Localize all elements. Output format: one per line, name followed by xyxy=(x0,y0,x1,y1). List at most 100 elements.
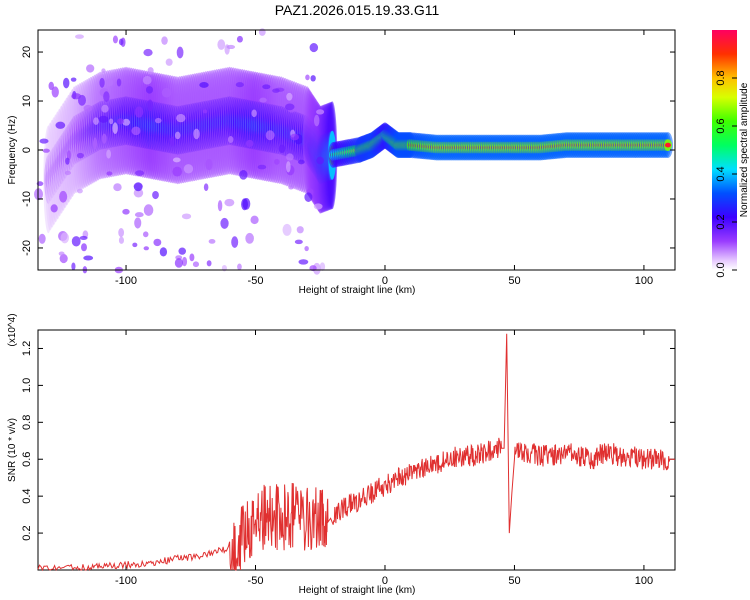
spectrogram-blobs xyxy=(34,28,673,275)
spectrogram-noise xyxy=(161,87,172,98)
x-tick-label: -100 xyxy=(115,275,137,287)
snr-y-ticks: 0.2 0.4 0.6 0.8 1.0 1.2 xyxy=(21,341,675,541)
spectrogram-noise xyxy=(81,243,87,252)
colorbar-ticks: 0.0 0.2 0.4 0.6 0.8 xyxy=(715,70,737,278)
spectrogram-noise xyxy=(174,131,181,140)
spectrogram-noise xyxy=(79,235,88,240)
spectrogram-noise xyxy=(50,204,58,213)
spectrogram-noise xyxy=(208,239,216,244)
spectrogram-noise xyxy=(131,126,141,136)
y-tick-label: 0.8 xyxy=(21,415,33,430)
spectrogram-noise xyxy=(76,152,84,159)
x-tick-label: 50 xyxy=(508,575,520,587)
spectrogram-noise xyxy=(290,133,299,141)
spectrogram-noise xyxy=(70,77,77,82)
spectrogram-noise xyxy=(258,28,266,36)
spectrogram-noise xyxy=(286,153,294,161)
spectrogram-noise xyxy=(55,121,66,129)
spectrogram-noise xyxy=(265,130,275,141)
spectrogram-noise xyxy=(51,86,59,98)
spectrogram-noise xyxy=(59,190,68,203)
spectrogram-noise xyxy=(71,236,81,247)
spectrogram-noise xyxy=(239,169,248,180)
spectrogram-noise xyxy=(172,166,183,177)
spectrogram-noise xyxy=(34,188,44,201)
snr-multiplier: (x10^4) xyxy=(7,313,18,346)
spectrogram-noise xyxy=(176,114,186,123)
spectrogram-noise xyxy=(39,138,49,144)
spectrogram-noise xyxy=(231,236,239,248)
spectrogram-noise xyxy=(134,217,142,229)
spectrogram-noise xyxy=(220,217,229,229)
spectrogram-noise xyxy=(106,149,112,159)
spectrogram-noise xyxy=(134,106,144,118)
x-tick-label: 0 xyxy=(382,575,388,587)
y-tick-label: 10 xyxy=(21,95,33,107)
spectrogram-noise xyxy=(64,170,72,175)
spectrogram-noise xyxy=(298,259,309,265)
spectrogram-noise xyxy=(93,117,99,125)
spectrogram-noise xyxy=(103,91,110,102)
spectrogram-noise xyxy=(294,239,303,245)
spectrogram-noise xyxy=(71,93,82,100)
spectrogram-noise xyxy=(183,164,194,174)
y-tick-label: 20 xyxy=(21,46,33,58)
y-tick-label: 1.2 xyxy=(21,341,33,356)
x-tick-label: 100 xyxy=(635,575,653,587)
spectrogram-noise xyxy=(86,64,95,73)
spectrogram-noise xyxy=(316,109,325,115)
colorbar-tick-label: 0.2 xyxy=(715,214,727,229)
x-tick-label: 100 xyxy=(635,275,653,287)
snr-panel: -100 -50 0 50 100 0.2 0.4 0.6 0.8 1.0 1.2 Height … xyxy=(7,313,676,596)
spectrogram-noise xyxy=(304,245,309,252)
x-tick-label: -50 xyxy=(248,575,264,587)
spectrogram-noise xyxy=(134,212,144,218)
spectrogram-noise xyxy=(92,137,98,150)
spectrogram-noise xyxy=(143,48,153,57)
spectrogram-noise xyxy=(181,213,192,220)
colorbar-tick-label: 0.8 xyxy=(715,70,727,85)
spectrogram-noise xyxy=(319,262,326,271)
spectrogram-noise xyxy=(83,104,93,112)
colorbar: 0.0 0.2 0.4 0.6 0.8 Normalized spectral ampl… xyxy=(712,30,750,278)
spectrogram-noise xyxy=(118,236,124,244)
colorbar-tick-label: 0.6 xyxy=(715,118,727,133)
spectrogram-noise xyxy=(48,81,54,91)
spectrogram-noise xyxy=(286,161,291,173)
spectrogram-noise xyxy=(217,39,226,50)
spectrogram-noise xyxy=(42,148,50,153)
colorbar-tick-label: 0.4 xyxy=(715,166,727,181)
spectrogram-noise xyxy=(83,255,94,261)
spectrogram-noise xyxy=(101,133,107,144)
snr-x-label: Height of straight line (km) xyxy=(299,585,416,596)
spectrogram-noise xyxy=(143,246,150,251)
spectrogram-noise xyxy=(75,34,84,39)
spectrogram-noise xyxy=(132,242,138,248)
spectrogram-noise xyxy=(60,232,70,244)
spectrogram-core xyxy=(664,142,671,148)
spectrogram-y-ticks: -20 -10 0 10 20 xyxy=(21,46,675,256)
spectrogram-noise xyxy=(272,88,280,93)
spectrogram-noise xyxy=(298,159,305,165)
spectrogram-noise xyxy=(203,183,209,191)
spectrogram-noise xyxy=(227,136,234,144)
spectrogram-noise xyxy=(313,114,320,127)
spectrogram-noise xyxy=(112,122,118,134)
spectrogram-noise xyxy=(65,157,70,165)
spectrogram-noise xyxy=(305,74,310,81)
snr-x-ticks: -100 -50 0 50 100 xyxy=(115,330,653,587)
spectrogram-noise xyxy=(259,97,267,103)
spectrogram-noise xyxy=(217,200,223,212)
spectrogram-noise xyxy=(189,253,195,262)
spectrogram-noise xyxy=(161,36,168,45)
chart-title: PAZ1.2026.015.19.33.G11 xyxy=(275,2,440,18)
spectrogram-noise xyxy=(282,223,292,236)
x-tick-label: 0 xyxy=(382,275,388,287)
spectrogram-noise xyxy=(145,86,153,94)
spectrogram-noise xyxy=(105,78,114,87)
spectrogram-noise xyxy=(122,208,130,215)
colorbar-gradient xyxy=(712,30,737,270)
spectrogram-noise xyxy=(133,188,144,198)
spectrogram-noise xyxy=(310,75,316,82)
